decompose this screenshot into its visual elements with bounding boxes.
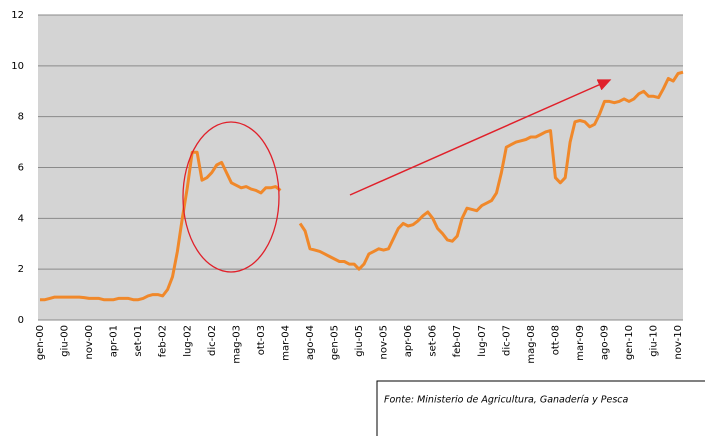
x-tick-label: feb-02 xyxy=(158,325,169,357)
x-tick-label: mar-04 xyxy=(280,325,291,361)
x-tick-label: giu-05 xyxy=(354,325,365,357)
highlight-circle xyxy=(182,121,280,273)
x-tick-label: mar-09 xyxy=(575,325,586,361)
x-tick-label: set-06 xyxy=(428,325,439,357)
y-tick-label: 8 xyxy=(18,112,24,123)
x-tick-label: ott-08 xyxy=(550,325,561,355)
x-tick-label: giu-10 xyxy=(649,325,660,357)
x-tick-label: set-01 xyxy=(133,325,144,357)
x-tick-label: ago-09 xyxy=(599,325,610,360)
x-tick-label: feb-07 xyxy=(452,325,463,357)
x-tick-label: apr-06 xyxy=(403,325,414,357)
x-tick-label: lug-02 xyxy=(182,325,193,357)
x-tick-label: mag-08 xyxy=(526,325,537,364)
x-tick-label: gen-05 xyxy=(330,325,341,360)
x-tick-label: giu-00 xyxy=(60,325,71,357)
source-box xyxy=(376,380,705,436)
source: Fonte: Ministerio de Agricultura, Ganade… xyxy=(384,395,629,406)
x-tick-label: gen-10 xyxy=(624,325,635,360)
x-tick-label: ago-04 xyxy=(305,325,316,360)
x-tick-label: ott-03 xyxy=(256,325,267,355)
x-tick-label: apr-01 xyxy=(109,325,120,357)
y-tick-label: 12 xyxy=(11,10,24,21)
x-tick-label: gen-00 xyxy=(35,325,46,360)
x-tick-label: nov-10 xyxy=(673,325,684,359)
y-tick-label: 2 xyxy=(18,264,24,275)
marks xyxy=(40,70,684,302)
y-tick-label: 10 xyxy=(11,61,24,72)
x-tick-label: lug-07 xyxy=(477,325,488,357)
x-tick-label: mag-03 xyxy=(231,325,242,364)
series-line xyxy=(40,70,684,302)
y-tick-label: 6 xyxy=(18,163,24,174)
trend-arrow xyxy=(349,79,612,196)
x-tick-label: dic-02 xyxy=(207,325,218,356)
y-tick-label: 0 xyxy=(18,315,24,326)
x-tick-label: nov-05 xyxy=(379,325,390,359)
x-tick-label: dic-07 xyxy=(501,325,512,356)
y-tick-label: 4 xyxy=(18,213,24,224)
x-tick-label: nov-00 xyxy=(84,325,95,359)
